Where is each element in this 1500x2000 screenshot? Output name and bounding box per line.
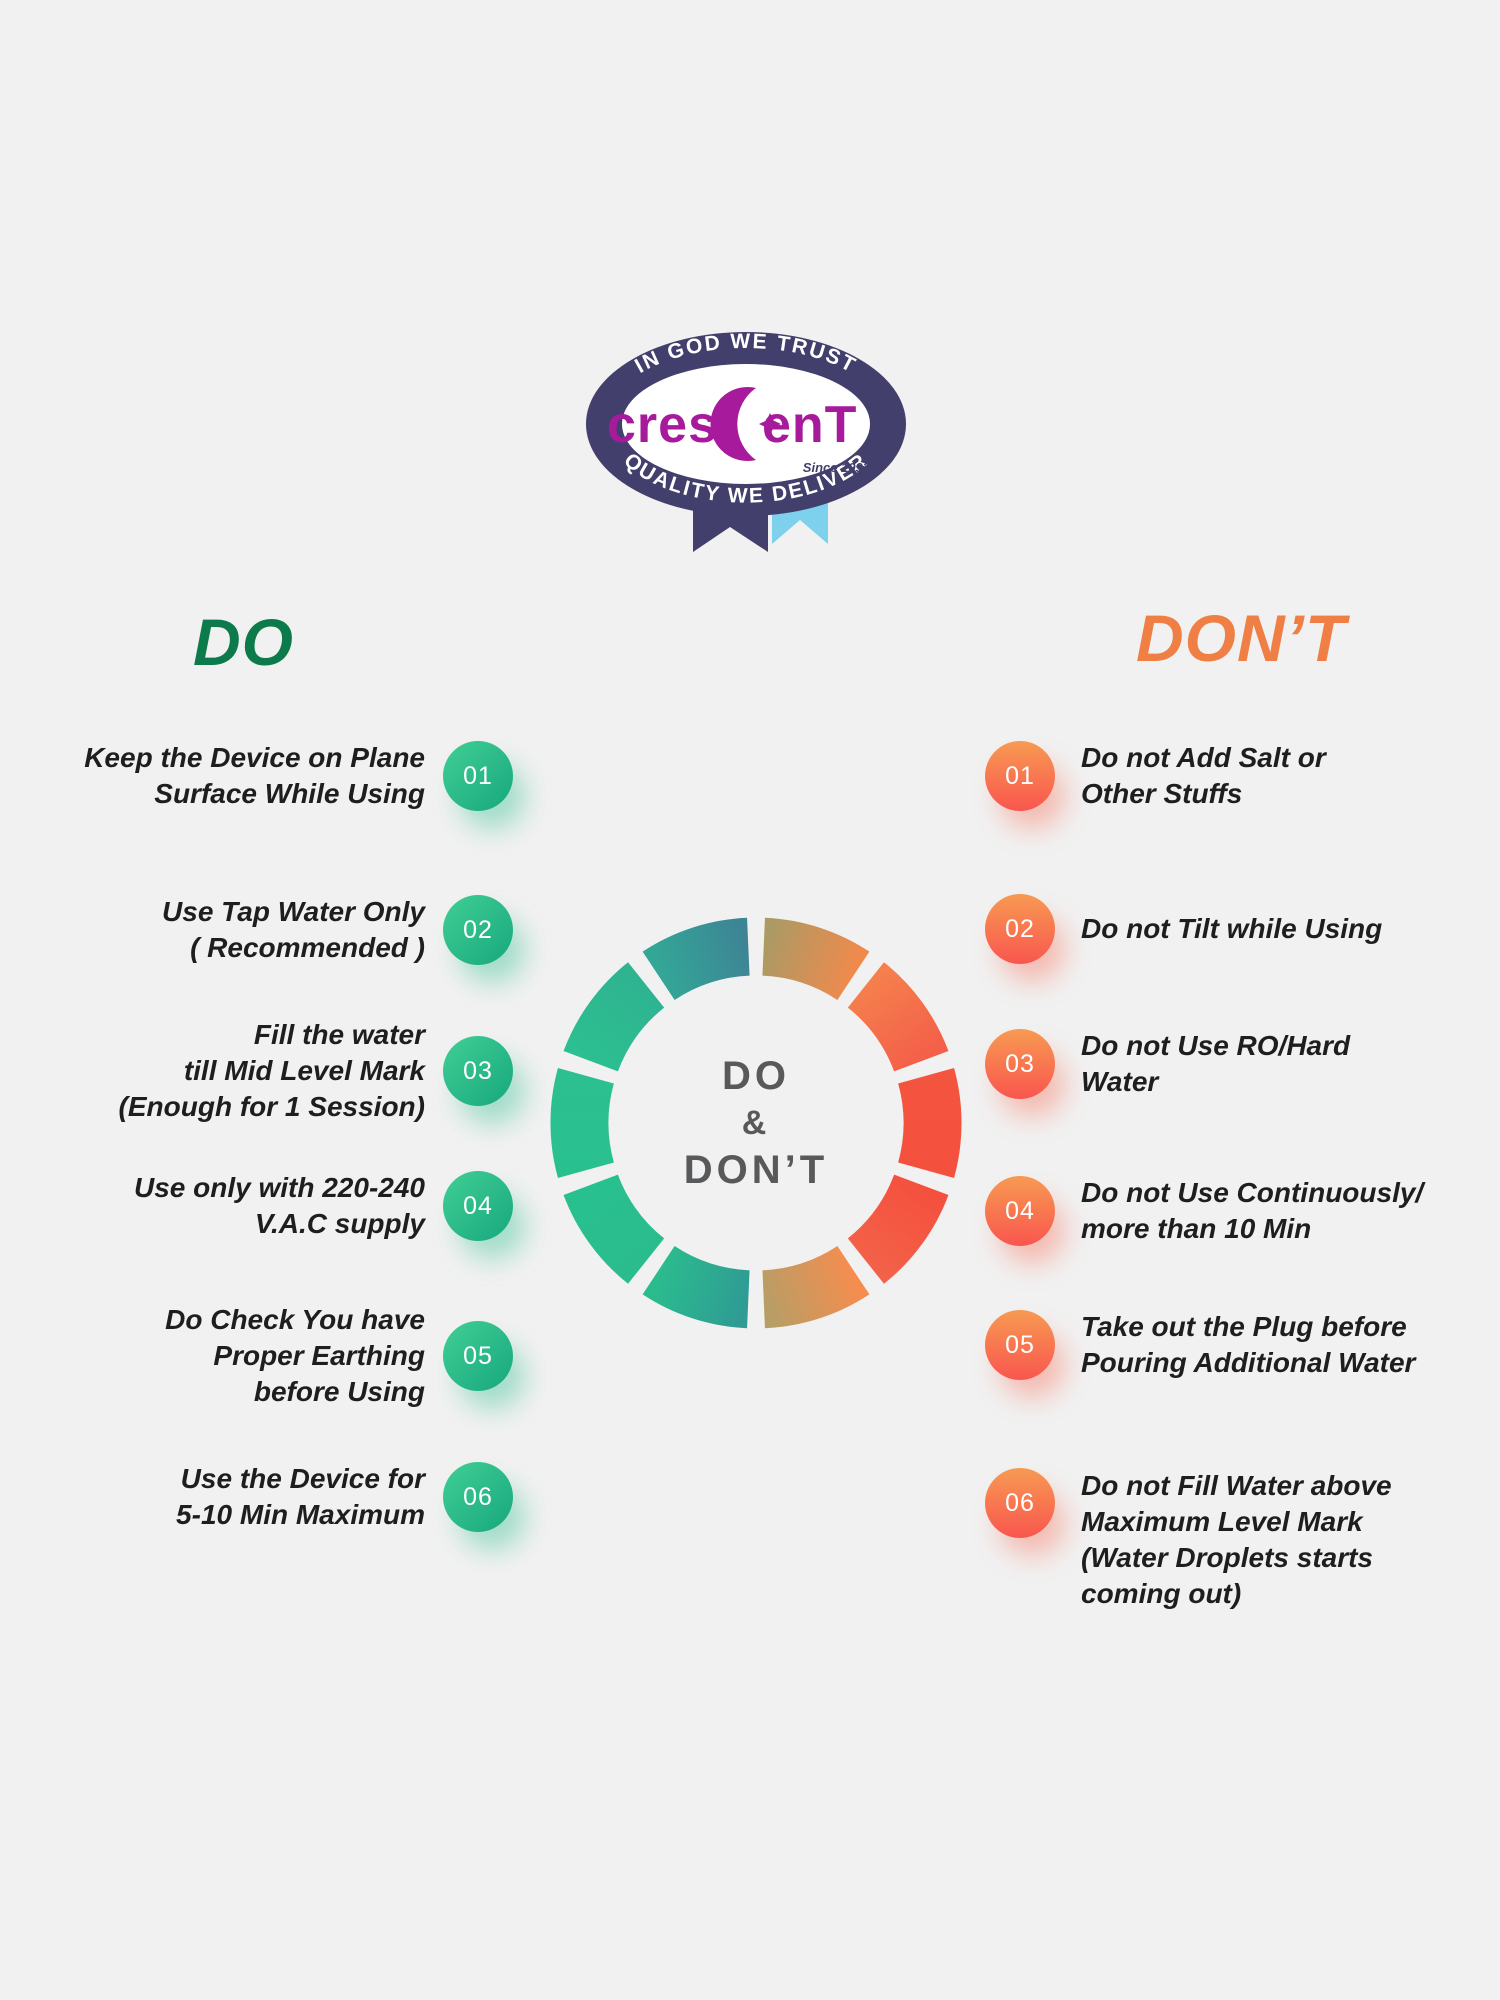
- segmented-ring-graphic: [550, 917, 962, 1329]
- do-item-number-badge: 06: [443, 1462, 513, 1532]
- dont-item-text: Do not Fill Water above Maximum Level Ma…: [1081, 1470, 1392, 1609]
- do-item-4: Use only with 220-240 V.A.C supply 04: [40, 1170, 513, 1242]
- ring-segment: [642, 917, 751, 1001]
- dont-item-6: 06 Do not Fill Water above Maximum Level…: [985, 1468, 1465, 1612]
- ring-center-line-do: DO: [722, 1054, 790, 1098]
- do-item-number-badge: 01: [443, 741, 513, 811]
- do-item-number-badge: 05: [443, 1321, 513, 1391]
- logo-inner-oval: [622, 364, 870, 484]
- do-item-text: Keep the Device on Plane Surface While U…: [84, 742, 425, 809]
- crescent-moon-icon: [710, 387, 756, 461]
- ring-segment: [847, 962, 949, 1073]
- do-item-1: Keep the Device on Plane Surface While U…: [40, 740, 513, 812]
- do-item-text: Use Tap Water Only ( Recommended ): [162, 896, 425, 963]
- dont-item-text: Do not Use Continuously/ more than 10 Mi…: [1081, 1177, 1424, 1244]
- dont-item-number-badge: 06: [985, 1468, 1055, 1538]
- dont-item-number-badge: 04: [985, 1176, 1055, 1246]
- ring-segment: [761, 917, 870, 1001]
- registered-mark: ®: [874, 375, 885, 391]
- ring-segment: [642, 1245, 751, 1329]
- dont-item-1: 01 Do not Add Salt or Other Stuffs: [985, 740, 1465, 812]
- dont-item-number-badge: 02: [985, 894, 1055, 964]
- dont-item-text: Do not Use RO/Hard Water: [1081, 1030, 1351, 1097]
- dont-item-3: 03 Do not Use RO/Hard Water: [985, 1028, 1465, 1100]
- do-dont-ring: DO & DON’T: [546, 913, 966, 1333]
- ring-segment: [563, 1173, 665, 1284]
- do-item-number-badge: 04: [443, 1171, 513, 1241]
- do-item-text: Fill the water till Mid Level Mark (Enou…: [118, 1019, 425, 1122]
- do-item-text: Do Check You have Proper Earthing before…: [165, 1304, 425, 1407]
- dont-heading: DON’T: [1136, 601, 1347, 675]
- ring-segment: [563, 962, 665, 1073]
- dont-item-number-badge: 01: [985, 741, 1055, 811]
- since-text: Since 1992: [803, 460, 871, 475]
- ring-center-label: DO & DON’T: [546, 913, 966, 1333]
- ring-segment: [897, 1068, 962, 1178]
- do-item-5: Do Check You have Proper Earthing before…: [40, 1302, 513, 1410]
- dont-item-5: 05 Take out the Plug before Pouring Addi…: [985, 1309, 1465, 1381]
- dont-item-text: Take out the Plug before Pouring Additio…: [1081, 1311, 1416, 1378]
- ring-segment: [847, 1173, 949, 1284]
- ring-segment: [550, 1068, 615, 1178]
- star-icon: [759, 413, 781, 435]
- dont-item-text: Do not Add Salt or Other Stuffs: [1081, 742, 1326, 809]
- dont-item-number-badge: 03: [985, 1029, 1055, 1099]
- ring-segment: [761, 1245, 870, 1329]
- do-item-number-badge: 02: [443, 895, 513, 965]
- do-item-2: Use Tap Water Only ( Recommended ) 02: [40, 894, 513, 966]
- ring-center-line-amp: &: [741, 1104, 771, 1142]
- dont-item-4: 04 Do not Use Continuously/ more than 10…: [985, 1175, 1465, 1247]
- do-item-number-badge: 03: [443, 1036, 513, 1106]
- do-item-6: Use the Device for 5-10 Min Maximum 06: [40, 1461, 513, 1533]
- dont-item-2: 02 Do not Tilt while Using: [985, 894, 1465, 964]
- brand-text-prefix: cres: [607, 396, 718, 454]
- do-heading: DO: [193, 605, 294, 679]
- dont-item-text: Do not Tilt while Using: [1081, 913, 1383, 944]
- do-item-text: Use only with 220-240 V.A.C supply: [133, 1172, 425, 1239]
- do-item-text: Use the Device for 5-10 Min Maximum: [176, 1463, 425, 1530]
- dont-item-number-badge: 05: [985, 1310, 1055, 1380]
- do-item-3: Fill the water till Mid Level Mark (Enou…: [40, 1017, 513, 1125]
- crescent-logo: IN GOD WE TRUST QUALITY WE DELIVER cres …: [586, 330, 906, 552]
- ring-center-line-dont: DON’T: [683, 1148, 829, 1192]
